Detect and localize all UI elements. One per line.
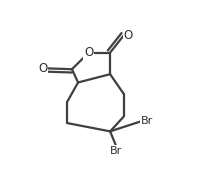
Text: O: O bbox=[84, 46, 93, 59]
Text: Br: Br bbox=[141, 116, 153, 126]
Text: Br: Br bbox=[110, 146, 122, 156]
Text: O: O bbox=[124, 29, 133, 42]
Text: O: O bbox=[38, 62, 47, 75]
